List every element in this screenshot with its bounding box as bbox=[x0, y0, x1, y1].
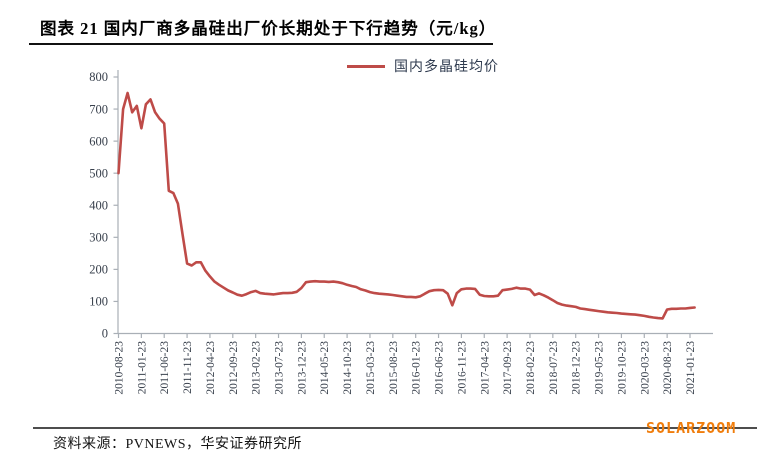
x-tick-label: 2019-05-23 bbox=[594, 341, 606, 395]
x-tick-label: 2016-06-23 bbox=[434, 341, 446, 395]
x-tick-label: 2014-05-23 bbox=[319, 341, 331, 395]
title-rule bbox=[29, 43, 493, 45]
x-tick-label: 2010-08-23 bbox=[114, 341, 126, 395]
x-tick-label: 2017-09-23 bbox=[502, 341, 514, 395]
solarzoom-watermark: SOLARZOOM bbox=[646, 419, 737, 437]
y-tick-label: 500 bbox=[89, 166, 108, 180]
x-tick-label: 2015-08-23 bbox=[388, 341, 400, 395]
x-tick-label: 2015-03-23 bbox=[365, 341, 377, 395]
price-series-line bbox=[117, 91, 696, 320]
y-tick-label: 800 bbox=[89, 70, 108, 84]
x-tick-label: 2012-04-23 bbox=[205, 341, 217, 395]
x-tick-label: 2017-04-23 bbox=[479, 341, 491, 395]
x-tick-label: 2016-11-23 bbox=[456, 341, 468, 394]
x-tick-label: 2011-11-23 bbox=[182, 341, 194, 394]
x-tick-label: 2012-09-23 bbox=[228, 341, 240, 395]
x-tick-label: 2011-01-23 bbox=[136, 341, 148, 394]
y-tick-label: 400 bbox=[89, 198, 108, 212]
x-tick-label: 2013-02-23 bbox=[251, 341, 263, 395]
legend-label: 国内多晶硅均价 bbox=[394, 60, 499, 75]
x-tick-label: 2016-01-23 bbox=[411, 341, 423, 395]
x-tick-label: 2020-08-23 bbox=[662, 341, 674, 395]
y-tick-label: 200 bbox=[89, 263, 108, 277]
bottom-rule bbox=[33, 427, 757, 429]
x-tick-label: 2019-10-23 bbox=[616, 341, 628, 395]
y-tick-label: 100 bbox=[89, 295, 108, 309]
y-tick-label: 300 bbox=[89, 231, 108, 245]
legend-line-swatch bbox=[347, 64, 385, 68]
x-tick-label: 2018-12-23 bbox=[571, 341, 583, 395]
x-tick-label: 2011-06-23 bbox=[159, 341, 171, 394]
chart-legend: 国内多晶硅均价 bbox=[347, 56, 499, 76]
x-tick-label: 2018-07-23 bbox=[548, 341, 560, 395]
y-tick-label: 700 bbox=[89, 102, 108, 116]
x-tick-label: 2020-03-23 bbox=[639, 341, 651, 395]
x-tick-label: 2013-12-23 bbox=[296, 341, 308, 395]
y-tick-label: 600 bbox=[89, 134, 108, 148]
x-tick-label: 2013-07-23 bbox=[274, 341, 286, 395]
x-tick-label: 2018-02-23 bbox=[525, 341, 537, 395]
y-tick-label: 0 bbox=[102, 327, 108, 341]
price-line-chart: 0 100 200 300 400 500 600 700 800 2010-08-23 2011-… bbox=[89, 70, 713, 395]
source-text: 资料来源：PVNEWS，华安证券研究所 bbox=[53, 437, 303, 452]
figure-title: 图表 21 国内厂商多晶硅出厂价长期处于下行趋势（元/kg） bbox=[40, 19, 497, 38]
x-tick-label: 2014-10-23 bbox=[342, 341, 354, 395]
x-tick-label: 2021-01-23 bbox=[685, 341, 697, 395]
